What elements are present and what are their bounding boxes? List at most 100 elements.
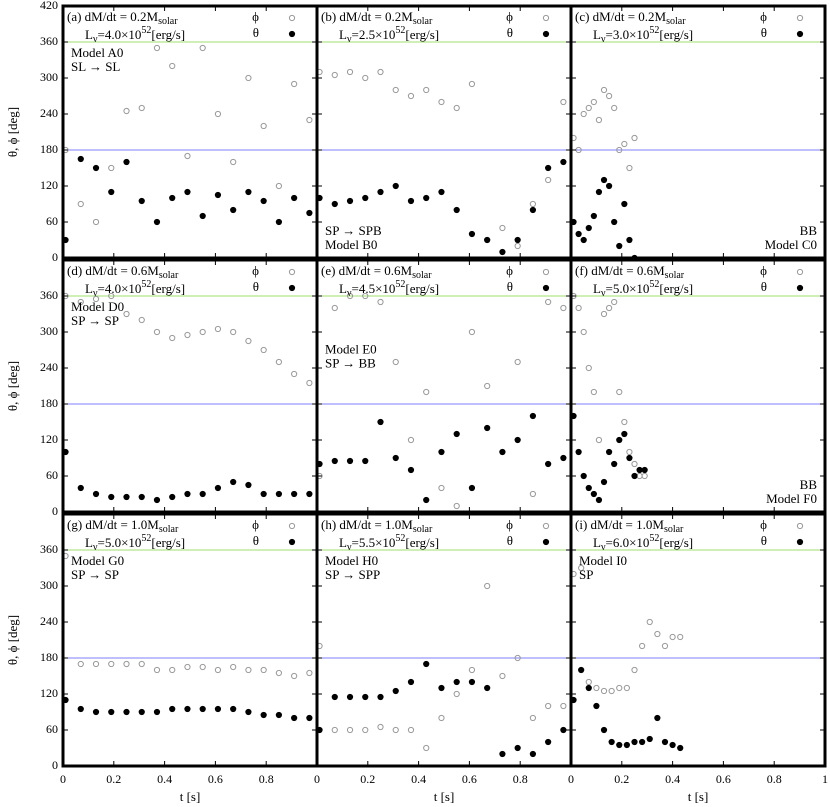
data-point [184,331,191,339]
subtitle-text: L [339,535,347,550]
data-point [529,200,537,208]
data-point [438,714,445,722]
y-tick-label: 0 [52,504,58,518]
data-point [608,738,615,746]
data-point [331,693,338,701]
data-point [377,723,384,731]
data-point [123,708,130,716]
x-tick-label: 0.2 [106,772,121,786]
legend-label: ϕ [760,9,767,24]
data-point [123,660,130,668]
legend-marker [288,14,296,22]
y-tick-label: 60 [46,468,58,482]
data-point [407,678,415,686]
data-point [423,388,430,396]
legend-marker [796,538,804,546]
data-point [245,74,252,82]
subtitle-text: L [85,27,93,42]
data-point [230,328,237,336]
data-point [392,358,399,366]
data-point [230,705,237,713]
x-axis-label: t [s] [434,789,455,804]
data-point [621,430,628,438]
title-subscript: solar [413,524,433,535]
data-point [529,490,537,498]
title-text: (a) dM/dt = 0.2M [67,9,159,24]
data-point [468,678,476,686]
data-point [245,337,252,345]
data-point [108,164,115,172]
data-point [585,684,592,692]
legend-label: θ [507,279,513,294]
data-point [362,726,369,734]
data-point [661,738,669,746]
data-point [392,726,399,734]
y-tick-label: 60 [46,722,58,736]
data-point [331,71,338,79]
legend-label: ϕ [506,517,513,532]
data-point [453,104,460,112]
data-point [514,358,521,366]
legend-label: θ [761,533,767,548]
data-point [138,493,145,501]
y-tick-label: 120 [40,686,58,700]
data-point [631,472,638,480]
data-point [616,146,623,154]
subtitle-subscript: ν [347,542,352,553]
data-point [392,687,399,695]
data-point [291,370,298,378]
data-point [153,708,161,716]
data-point [108,708,115,716]
title-text: (b) dM/dt = 0.2M [321,9,413,24]
data-point [108,292,115,300]
data-point [611,218,618,226]
data-point [260,711,267,719]
data-point [214,325,222,333]
panel-frame [315,4,573,260]
y-tick-label: 120 [40,178,58,192]
annotation: Model G0 [71,553,124,568]
annotation: SP → SP [71,313,119,328]
data-point [499,672,506,680]
data-point [585,484,592,492]
data-point [138,660,145,668]
data-point [92,660,100,668]
data-point [306,379,313,387]
y-tick-label: 0 [52,758,58,772]
data-point [377,68,384,76]
data-point [438,188,445,196]
legend-label: θ [507,533,513,548]
data-point [331,726,338,734]
y-tick-label: 360 [40,542,58,556]
data-point [184,490,191,498]
data-point [654,714,661,722]
data-point [407,197,415,205]
data-point [606,182,613,190]
data-point [529,750,537,758]
x-tick-label: 0.8 [767,772,782,786]
data-point [199,490,206,498]
legend-marker [542,522,550,530]
y-tick-label: 360 [40,288,58,302]
data-point [608,687,615,695]
data-point [585,104,592,112]
y-tick-label: 60 [46,214,58,228]
data-point [306,116,313,124]
data-point [575,448,582,456]
data-point [138,316,145,324]
data-point [580,236,587,244]
data-point [362,457,369,465]
data-point [623,741,630,749]
data-point [184,152,191,160]
data-point [580,110,587,118]
data-point [77,298,84,306]
data-point [77,484,84,492]
subtitle-subscript: ν [93,542,98,553]
data-point [626,164,633,172]
data-point [611,298,618,306]
data-point [392,86,399,94]
data-point [529,412,537,420]
subtitle-text: [erg/s] [659,281,693,296]
data-point [123,158,130,166]
